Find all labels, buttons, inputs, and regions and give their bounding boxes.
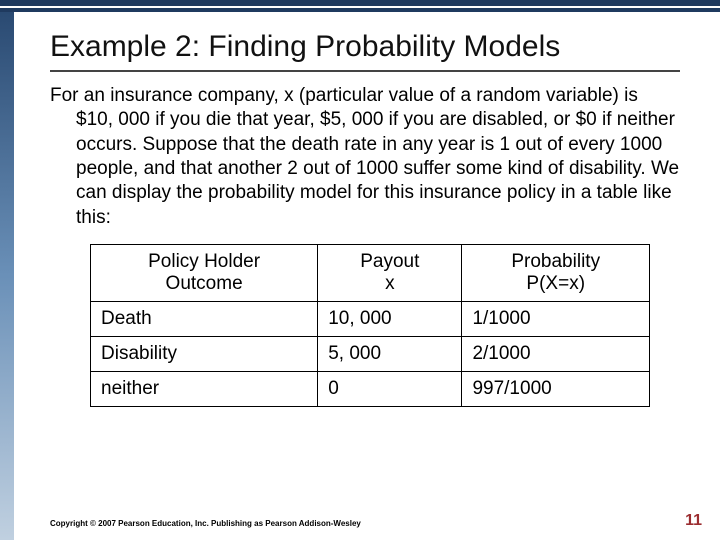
cell-probability: 997/1000 <box>462 371 650 406</box>
probability-table: Policy Holder Outcome Payout x Probabili… <box>90 244 650 407</box>
col-header-probability: Probability P(X=x) <box>462 244 650 301</box>
col-header-line2: x <box>328 273 451 295</box>
cell-payout: 10, 000 <box>318 301 462 336</box>
col-header-line1: Probability <box>472 251 639 273</box>
col-header-payout: Payout x <box>318 244 462 301</box>
slide-body-text: For an insurance company, x (particular … <box>50 84 680 230</box>
table-row: Death 10, 000 1/1000 <box>91 301 650 336</box>
top-accent-bar-thin <box>0 8 720 12</box>
left-accent-gradient <box>0 12 14 540</box>
slide-title: Example 2: Finding Probability Models <box>50 30 680 72</box>
cell-outcome: neither <box>91 371 318 406</box>
body-paragraph: For an insurance company, x (particular … <box>50 84 680 230</box>
cell-probability: 1/1000 <box>462 301 650 336</box>
col-header-line1: Payout <box>328 251 451 273</box>
cell-outcome: Disability <box>91 336 318 371</box>
col-header-line1: Policy Holder <box>101 251 307 273</box>
cell-payout: 0 <box>318 371 462 406</box>
page-number: 11 <box>685 512 702 530</box>
cell-probability: 2/1000 <box>462 336 650 371</box>
slide-content: Example 2: Finding Probability Models Fo… <box>50 30 680 407</box>
col-header-outcome: Policy Holder Outcome <box>91 244 318 301</box>
table-header-row: Policy Holder Outcome Payout x Probabili… <box>91 244 650 301</box>
top-accent-bar-thick <box>0 0 720 6</box>
table-row: neither 0 997/1000 <box>91 371 650 406</box>
cell-payout: 5, 000 <box>318 336 462 371</box>
col-header-line2: P(X=x) <box>472 273 639 295</box>
copyright-text: Copyright © 2007 Pearson Education, Inc.… <box>50 519 361 528</box>
table-row: Disability 5, 000 2/1000 <box>91 336 650 371</box>
cell-outcome: Death <box>91 301 318 336</box>
col-header-line2: Outcome <box>101 273 307 295</box>
